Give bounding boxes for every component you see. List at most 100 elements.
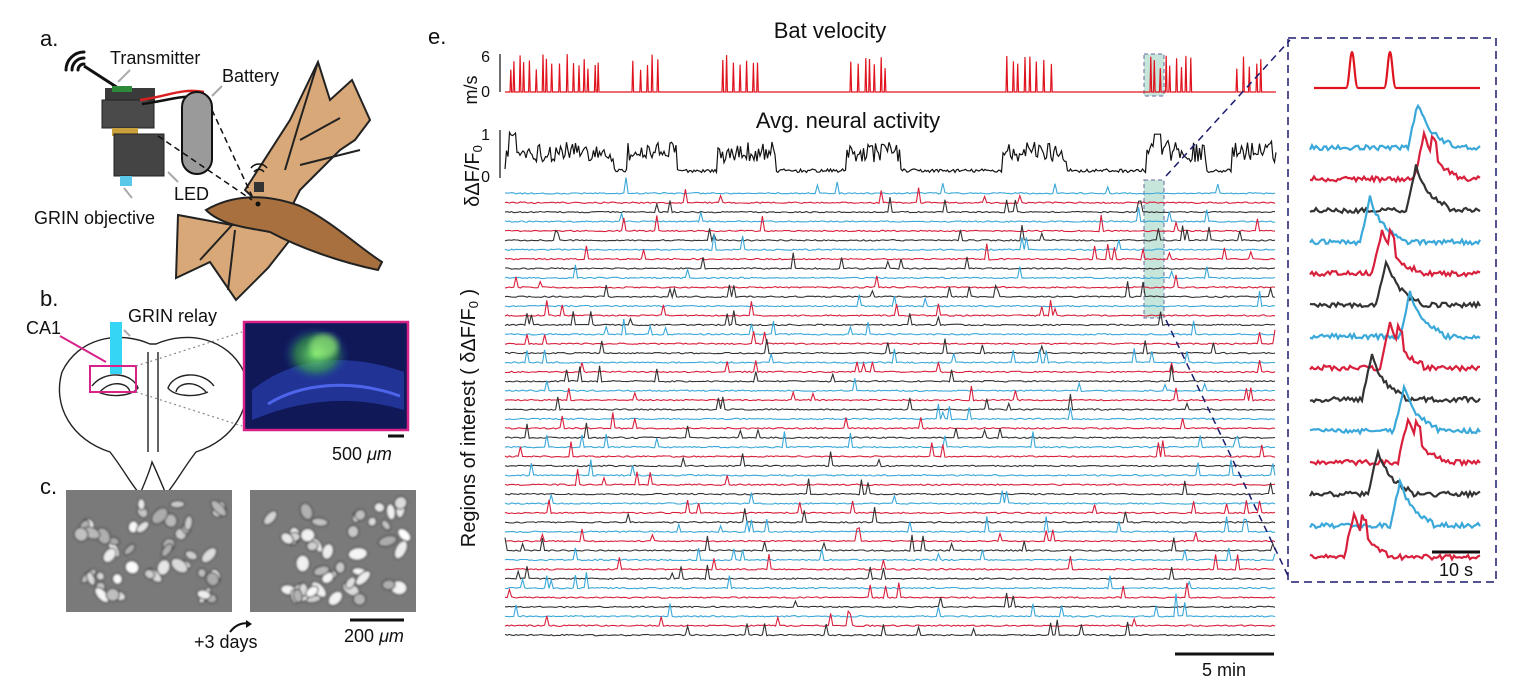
roi-trace: [504, 609, 1276, 628]
scale-200-label: 200 μm: [344, 626, 404, 646]
roi-trace: [504, 422, 1276, 440]
roi-trace: [504, 225, 1276, 243]
roi-trace: [504, 264, 1276, 280]
interval-label: +3 days: [194, 632, 258, 652]
roi-trace: [504, 243, 1276, 261]
roi-trace: [504, 274, 1276, 289]
zoom-roi-trace: [1309, 128, 1481, 184]
battery-label: Battery: [222, 66, 279, 86]
roi-trace: [504, 459, 1276, 477]
microscopy-frame-day0: [66, 490, 232, 612]
battery-icon: [181, 91, 213, 175]
roi-trace: [504, 378, 1276, 393]
roi-trace: [504, 547, 1276, 562]
roi-trace: [504, 469, 1276, 487]
velocity-tick-6: 6: [481, 49, 490, 66]
scale-10s-label: 10 s: [1439, 560, 1473, 580]
roi-trace: [504, 348, 1276, 364]
panel-a: a.: [34, 26, 384, 302]
velocity-ylabel: m/s: [461, 76, 481, 105]
zoom-roi-trace: [1308, 103, 1481, 152]
brain-section-diagram: [58, 336, 248, 496]
zoom-roi-trace: [1309, 353, 1481, 404]
roi-trace: [504, 507, 1276, 524]
neural-tick-1: 1: [481, 127, 490, 144]
microscopy-frame-day3: [250, 490, 416, 612]
roi-trace: [504, 478, 1276, 496]
panel-e: e. Bat velocity Avg. neural activity m/s…: [428, 18, 1497, 680]
roi-trace: [504, 385, 1276, 402]
roi-trace: [504, 365, 1276, 383]
roi-trace: [504, 281, 1276, 300]
velocity-title: Bat velocity: [774, 18, 887, 43]
velocity-trace: [505, 54, 1276, 93]
neural-title: Avg. neural activity: [756, 108, 940, 133]
zoom-roi-trace: [1309, 321, 1480, 373]
roi-trace: [504, 300, 1276, 317]
roi-trace: [504, 572, 1276, 590]
roi-trace: [504, 252, 1276, 270]
zoom-roi-trace: [1309, 164, 1481, 215]
roi-trace: [504, 207, 1275, 223]
zoom-roi-trace: [1309, 447, 1481, 500]
zoom-inset-plot: [1308, 50, 1481, 562]
roi-trace: [504, 177, 1276, 195]
led-label: LED: [174, 184, 209, 204]
histology-image: [242, 320, 410, 432]
roi-trace: [504, 431, 1276, 449]
roi-trace: [504, 412, 1276, 430]
transmitter-label: Transmitter: [110, 48, 200, 68]
zoom-connector-top: [1165, 39, 1291, 177]
zoom-roi-trace: [1309, 259, 1481, 310]
panel-b: b. CA1 GRIN relay 500 μm: [26, 286, 410, 496]
roi-trace: [504, 593, 1276, 618]
scale-5min-label: 5 min: [1202, 660, 1246, 680]
roi-trace: [504, 329, 1276, 346]
neural-trace: [504, 130, 1277, 175]
zoom-roi-trace: [1309, 383, 1481, 436]
roi-trace: [504, 534, 1276, 552]
roi-trace: [504, 499, 1276, 515]
roi-trace: [504, 440, 1276, 458]
bat-illustration: [174, 59, 384, 302]
zoom-roi-trace: [1309, 510, 1481, 562]
zoom-roi-trace: [1309, 195, 1481, 247]
panel-c-label: c.: [40, 474, 57, 499]
roi-trace: [504, 592, 1276, 609]
roi-trace: [505, 338, 1276, 355]
ca1-region-box: [89, 365, 137, 393]
grin-relay-label: GRIN relay: [128, 306, 217, 326]
roi-trace: [504, 490, 1276, 505]
roi-trace: [504, 564, 1276, 581]
roi-trace: [505, 319, 1276, 336]
roi-trace: [504, 394, 1276, 411]
wireless-signal-icon: [64, 50, 86, 72]
roi-ylabel: Regions of interest ( δΔF/F0 ): [458, 289, 481, 547]
scale-500-label: 500 μm: [332, 444, 392, 464]
neural-tick-0: 0: [481, 169, 490, 186]
roi-trace: [504, 359, 1276, 374]
roi-trace: [504, 291, 1276, 308]
panel-c: c. +3 days 200 μm: [40, 474, 416, 652]
grin-objective-label: GRIN objective: [34, 208, 155, 228]
zoom-velocity-trace: [1314, 50, 1480, 90]
roi-trace: [504, 197, 1276, 214]
neural-ylabel: δΔF/F0: [462, 145, 485, 207]
roi-trace: [504, 310, 1276, 327]
panel-b-label: b.: [40, 286, 58, 311]
roi-trace: [504, 619, 1276, 637]
ca1-label: CA1: [26, 318, 61, 338]
zoom-roi-trace: [1309, 477, 1481, 530]
panel-a-label: a.: [40, 26, 58, 51]
roi-trace: [504, 451, 1276, 468]
velocity-tick-0: 0: [481, 84, 490, 101]
microscope-device-icon: [101, 86, 205, 186]
roi-traces-plot: [504, 177, 1276, 637]
roi-trace: [504, 554, 1276, 571]
panel-e-label: e.: [428, 24, 446, 49]
roi-trace: [504, 582, 1276, 599]
zoom-roi-trace: [1309, 416, 1481, 468]
zoom-inset-box: [1287, 37, 1497, 583]
